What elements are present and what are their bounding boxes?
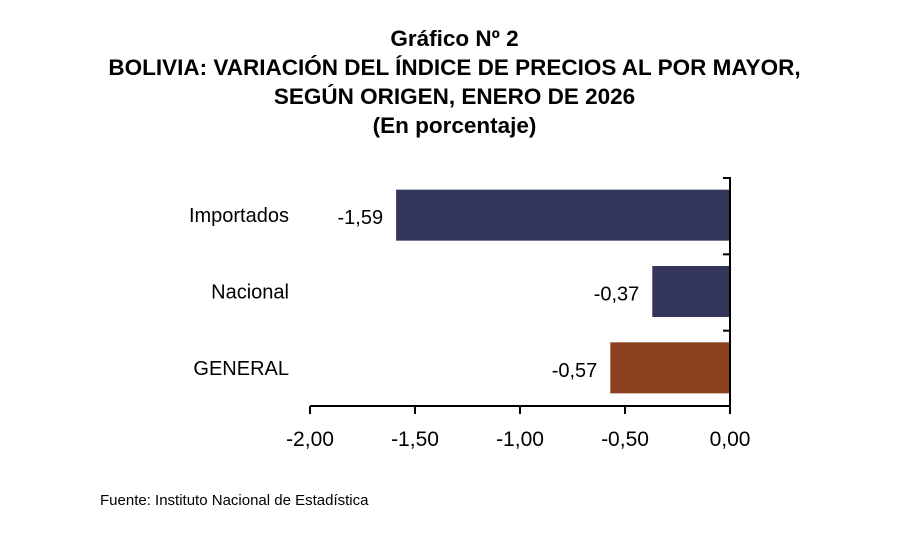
x-tick-label: -1,00 — [496, 428, 544, 451]
data-label: -0,57 — [552, 360, 598, 382]
data-label: -0,37 — [594, 284, 640, 306]
chart-subtitle: (En porcentaje) — [372, 113, 537, 138]
bar-general — [610, 342, 730, 394]
data-label: -1,59 — [338, 207, 384, 229]
chart-title: Gráfico Nº 2 BOLIVIA: VARIACIÓN DEL ÍNDI… — [0, 24, 909, 140]
category-label: Nacional — [211, 282, 289, 304]
chart-title-line-3: SEGÚN ORIGEN, ENERO DE 2026 — [273, 84, 636, 109]
bar-importados — [396, 189, 730, 241]
x-tick-label: -0,50 — [601, 428, 649, 451]
source-note: Fuente: Instituto Nacional de Estadístic… — [100, 492, 369, 509]
chart-title-line-1: Gráfico Nº 2 — [390, 26, 519, 51]
category-label: Importados — [189, 205, 289, 227]
chart-title-line-2: BOLIVIA: VARIACIÓN DEL ÍNDICE DE PRECIOS… — [108, 55, 801, 80]
bar-nacional — [652, 266, 730, 317]
x-tick-label: -1,50 — [391, 428, 439, 451]
x-tick-label: -2,00 — [286, 428, 334, 451]
x-tick-label: 0,00 — [710, 428, 751, 451]
category-label: GENERAL — [193, 358, 289, 380]
